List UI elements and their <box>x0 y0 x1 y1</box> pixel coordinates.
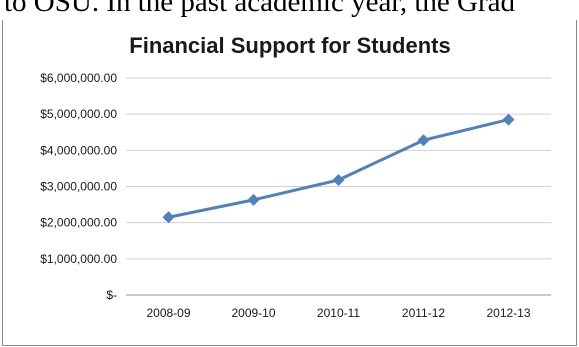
y-axis-ticks: $- $1,000,000.00 $2,000,000.00 $3,000,000.0… <box>40 71 117 302</box>
y-tick-label: $2,000,000.00 <box>40 216 117 230</box>
y-tick-label: $5,000,000.00 <box>40 107 117 121</box>
x-tick-label: 2008-09 <box>146 306 190 320</box>
chart-title: Financial Support for Students <box>129 33 450 58</box>
x-tick-label: 2010-11 <box>317 306 360 320</box>
x-tick-label: 2009-10 <box>231 306 275 320</box>
x-tick-label: 2012-13 <box>486 306 530 320</box>
gridlines <box>126 77 551 296</box>
series-group <box>162 113 515 224</box>
x-axis-ticks: 2008-09 2009-10 2010-11 2011-12 2012-13 <box>146 306 530 320</box>
y-tick-label: $4,000,000.00 <box>40 143 117 157</box>
data-point-marker <box>502 113 515 126</box>
document-text: to OSU. In the past academic year, the G… <box>4 0 515 18</box>
data-point-marker <box>247 193 260 206</box>
x-tick-label: 2011-12 <box>402 306 445 320</box>
series-line <box>168 118 509 219</box>
y-tick-label: $3,000,000.00 <box>40 180 117 194</box>
chart-frame: Financial Support for Students $- $1,000,… <box>2 20 577 346</box>
line-chart: Financial Support for Students $- $1,000,… <box>40 33 551 320</box>
data-point-marker <box>417 134 430 147</box>
y-tick-label: $6,000,000.00 <box>40 71 117 85</box>
document-text-line: to OSU. In the past academic year, the G… <box>0 0 579 24</box>
y-tick-label: $- <box>106 288 117 302</box>
data-point-marker <box>162 211 175 224</box>
y-tick-label: $1,000,000.00 <box>40 252 117 266</box>
data-point-marker <box>332 173 345 186</box>
